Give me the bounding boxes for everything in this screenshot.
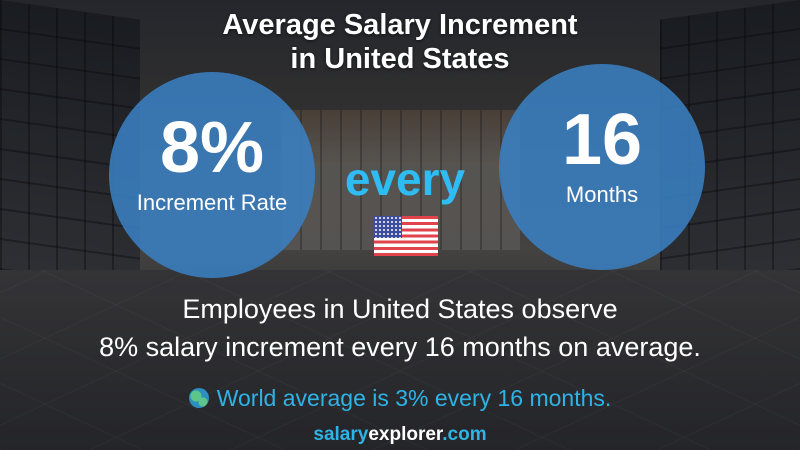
world-average: World average is 3% every 16 months. bbox=[0, 385, 800, 412]
every-connector: every bbox=[344, 153, 466, 205]
increment-rate-value: 8% bbox=[159, 108, 265, 188]
us-flag-icon bbox=[374, 216, 438, 256]
months-circle: 16 Months bbox=[499, 64, 705, 270]
description: Employees in United States observe 8% sa… bbox=[99, 294, 701, 362]
increment-rate-circle: 8% Increment Rate bbox=[109, 72, 315, 278]
page-title: Average Salary Increment in United State… bbox=[222, 9, 578, 75]
background-floor bbox=[0, 270, 800, 450]
increment-rate-label: Increment Rate bbox=[136, 190, 288, 215]
globe-icon bbox=[188, 388, 209, 408]
months-value: 16 bbox=[561, 100, 643, 180]
brand-logo[interactable]: salaryexplorer.com bbox=[313, 424, 487, 445]
months-label: Months bbox=[565, 182, 639, 207]
